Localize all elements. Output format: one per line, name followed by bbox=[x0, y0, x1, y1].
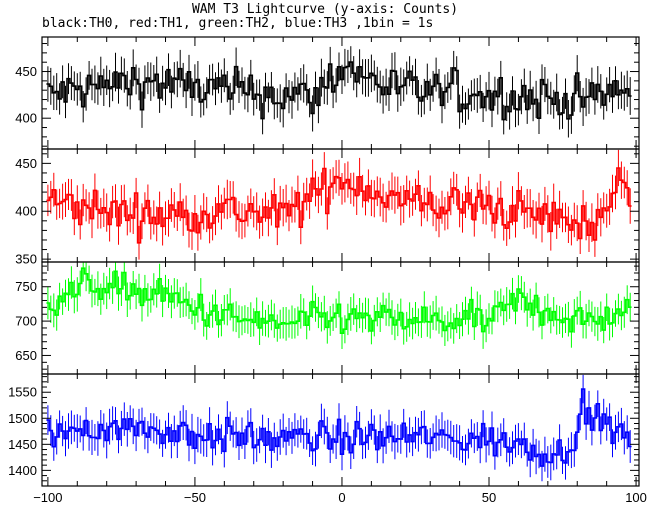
panel-frame bbox=[41, 148, 640, 263]
chart-title: WAM T3 Lightcurve (y-axis: Counts) bbox=[192, 2, 458, 17]
y-tick-label: 650 bbox=[15, 348, 37, 363]
series-th2 bbox=[46, 262, 632, 349]
y-tick-label: 1500 bbox=[8, 411, 37, 426]
y-tick-label: 450 bbox=[15, 64, 37, 79]
y-tick-label: 1550 bbox=[8, 385, 37, 400]
y-tick-label: 400 bbox=[15, 111, 37, 126]
panel-th1: 350 400 450 bbox=[15, 148, 640, 267]
y-tick-label: 400 bbox=[15, 204, 37, 219]
x-tick-label: −100 bbox=[33, 490, 62, 505]
panel-frame bbox=[41, 373, 640, 487]
series-th1 bbox=[46, 149, 632, 260]
lightcurve-line bbox=[46, 267, 632, 334]
y-tick-label: 1400 bbox=[8, 463, 37, 478]
chart-subtitle: black:TH0, red:TH1, green:TH2, blue:TH3 … bbox=[42, 16, 433, 31]
y-tick-label: 350 bbox=[15, 252, 37, 267]
y-tick-label: 700 bbox=[15, 314, 37, 329]
lightcurve-line bbox=[46, 61, 632, 121]
x-tick-label: 100 bbox=[625, 490, 647, 505]
x-tick-label: −50 bbox=[184, 490, 206, 505]
panel-th0: 400 450 bbox=[15, 36, 640, 150]
lightcurve-line bbox=[46, 388, 632, 467]
y-tick-label: 750 bbox=[15, 279, 37, 294]
x-tick-label: 50 bbox=[482, 490, 496, 505]
y-tick-label: 450 bbox=[15, 156, 37, 171]
plot-area: 400 450 350 400 450 650 700 750 1400 1450 1500 1550… bbox=[8, 36, 647, 505]
series-th3 bbox=[46, 374, 632, 482]
y-tick-label: 1450 bbox=[8, 437, 37, 452]
x-tick-label: 0 bbox=[338, 490, 345, 505]
series-th0 bbox=[46, 46, 632, 138]
panel-th3: 1400 1450 1500 1550 bbox=[8, 373, 640, 487]
panel-th2: 650 700 750 bbox=[15, 261, 640, 375]
lightcurve-line bbox=[46, 167, 632, 244]
